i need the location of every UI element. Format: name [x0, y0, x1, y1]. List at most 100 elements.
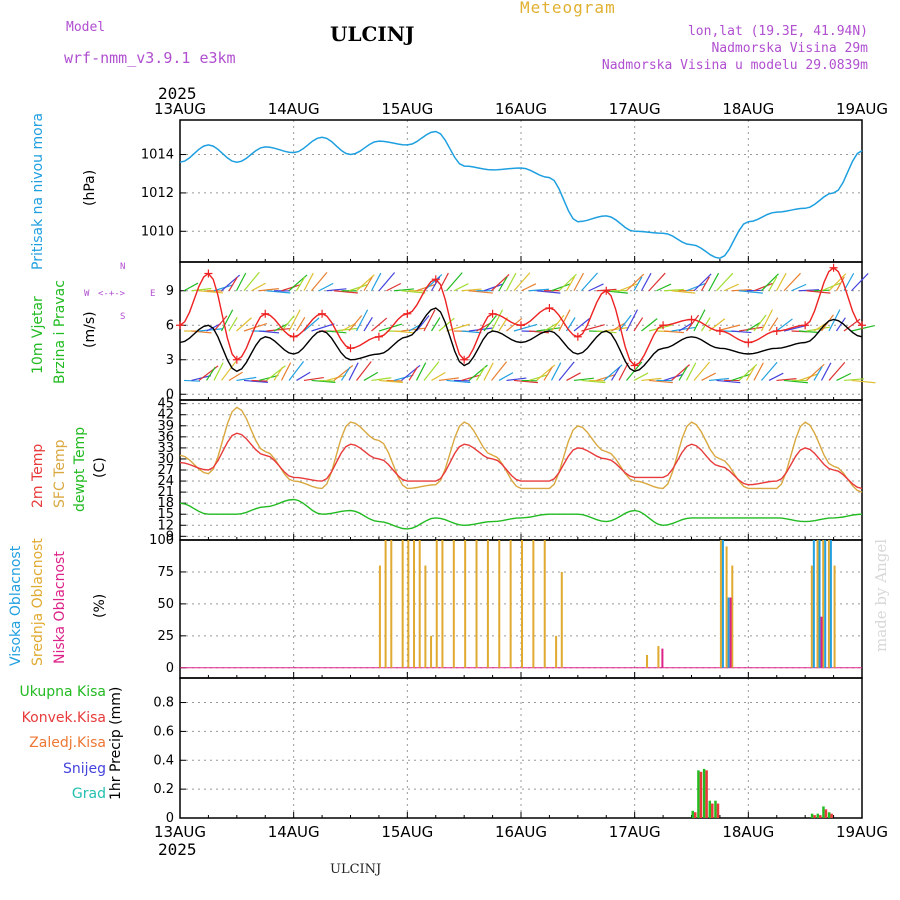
wind-direction-arrow [768, 372, 784, 381]
wind-direction-arrow [783, 324, 808, 332]
wind-direction-arrow [408, 366, 419, 381]
cloud-bar-mid [378, 565, 381, 668]
wind-direction-arrow [626, 273, 645, 292]
y-tick-label: 27 [157, 463, 174, 478]
wind-direction-arrow [558, 361, 575, 381]
gust-marker [602, 286, 611, 295]
gust-marker [232, 355, 241, 364]
wind-direction-arrow [416, 315, 430, 332]
wind-direction-arrow [513, 379, 538, 384]
wind-direction-arrow [513, 272, 531, 292]
wind-direction-arrow [461, 288, 482, 292]
wind-direction-arrow [281, 315, 295, 332]
y-tick-label: 0 [166, 811, 174, 826]
cloud-bar-mid [657, 646, 660, 668]
wind-direction-arrow [438, 317, 455, 332]
gust-marker [517, 321, 525, 330]
lonlat-text: lon,lat (19.3E, 41.94N) [687, 24, 868, 39]
y-tick-label: 6 [166, 318, 174, 333]
gust-marker [374, 332, 383, 341]
wind-direction-arrow [820, 362, 832, 381]
precip-bar-total [702, 768, 706, 818]
wind-direction-arrow [333, 327, 358, 332]
compass-e: E [150, 289, 156, 299]
station-title: ULCINJ [330, 22, 415, 46]
wind-direction-arrow [220, 309, 234, 332]
wind-direction-arrow [326, 374, 346, 382]
gust-marker [545, 304, 554, 312]
gust-marker [431, 275, 440, 284]
wind-direction-arrow [431, 371, 446, 381]
wind-direction-arrow [213, 362, 224, 381]
y-tick-label: 1010 [141, 224, 174, 239]
wind-direction-arrow [573, 377, 594, 382]
wind-direction-arrow [505, 272, 517, 292]
wind-direction-arrow [536, 327, 561, 332]
cloud-bar-mid [822, 540, 825, 668]
date-label-bottom: 17AUG [609, 823, 661, 841]
cloud-bar-mid [833, 565, 836, 668]
wind-direction-arrow [775, 272, 787, 292]
wind-direction-arrow [401, 327, 426, 332]
wind-direction-arrow [490, 309, 504, 332]
wind-direction-arrow [641, 377, 662, 382]
wind-direction-arrow [536, 290, 561, 294]
wind-direction-arrow [836, 372, 852, 381]
gust-marker [715, 327, 724, 335]
cloud-bar-high [721, 540, 724, 668]
wind-direction-arrow [528, 330, 549, 334]
cloud-bar-mid [731, 565, 734, 668]
compass-n: N [120, 262, 126, 272]
y-tick-label: 100 [149, 533, 174, 548]
legend-total: Ukupna Kisa [19, 684, 106, 700]
date-label-top: 16AUG [495, 100, 547, 118]
wind-direction-arrow [506, 377, 527, 382]
wind-direction-arrow [851, 324, 876, 332]
wind-direction-arrow [835, 276, 845, 292]
footer-station: ULCINJ [330, 862, 382, 877]
wind-speed-line [179, 307, 863, 373]
cloud-bar-mid [827, 540, 830, 668]
precip-bar-conv [705, 770, 708, 818]
wind-direction-arrow [813, 366, 823, 381]
cloud-bar-mid [646, 655, 649, 668]
wind-direction-arrow [326, 288, 347, 292]
wind-direction-arrow [191, 330, 212, 334]
cloud-bar-mid [555, 635, 558, 668]
gust-marker [460, 355, 469, 364]
wind-direction-arrow [753, 314, 767, 332]
wind-direction-arrow [851, 273, 869, 292]
precip-bar-conv [813, 815, 816, 818]
wind-direction-arrow [198, 290, 223, 294]
wind-direction-arrow [648, 324, 673, 332]
wind-direction-arrow [258, 330, 279, 334]
wind-direction-arrow [566, 372, 581, 381]
wind-direction-arrow [843, 378, 864, 382]
cloud-bar-mid [475, 540, 478, 668]
wind-direction-arrow [266, 290, 291, 294]
wind-direction-arrow [213, 315, 228, 332]
wind-direction-arrow [235, 272, 247, 292]
cloud-bar-high [824, 540, 827, 668]
wind-direction-arrow [221, 360, 237, 381]
wind-direction-arrow [236, 376, 257, 382]
cloud-bar-mid [407, 540, 410, 668]
wind-direction-arrow [475, 366, 486, 381]
gust-marker [204, 269, 213, 278]
wind-direction-arrow [768, 276, 778, 292]
precip-bar-total [816, 813, 820, 818]
date-label-bottom: 13AUG [154, 823, 206, 841]
legend-snow: Snijeg [62, 761, 106, 777]
wind-direction-arrow [183, 282, 199, 292]
wind-direction-arrow [685, 362, 697, 381]
y-tick-label: 0.6 [153, 724, 174, 739]
wind-direction-arrow [708, 272, 720, 292]
cloud-bar-mid [532, 540, 535, 668]
cloud-bar-low [820, 616, 823, 668]
wind-direction-arrow [370, 272, 382, 292]
year-bottom: 2025 [158, 840, 197, 859]
cloud-bar-mid [719, 540, 722, 668]
date-label-top: 18AUG [722, 100, 774, 118]
wind-direction-arrow [551, 314, 565, 332]
precip-bar-total [697, 770, 700, 818]
